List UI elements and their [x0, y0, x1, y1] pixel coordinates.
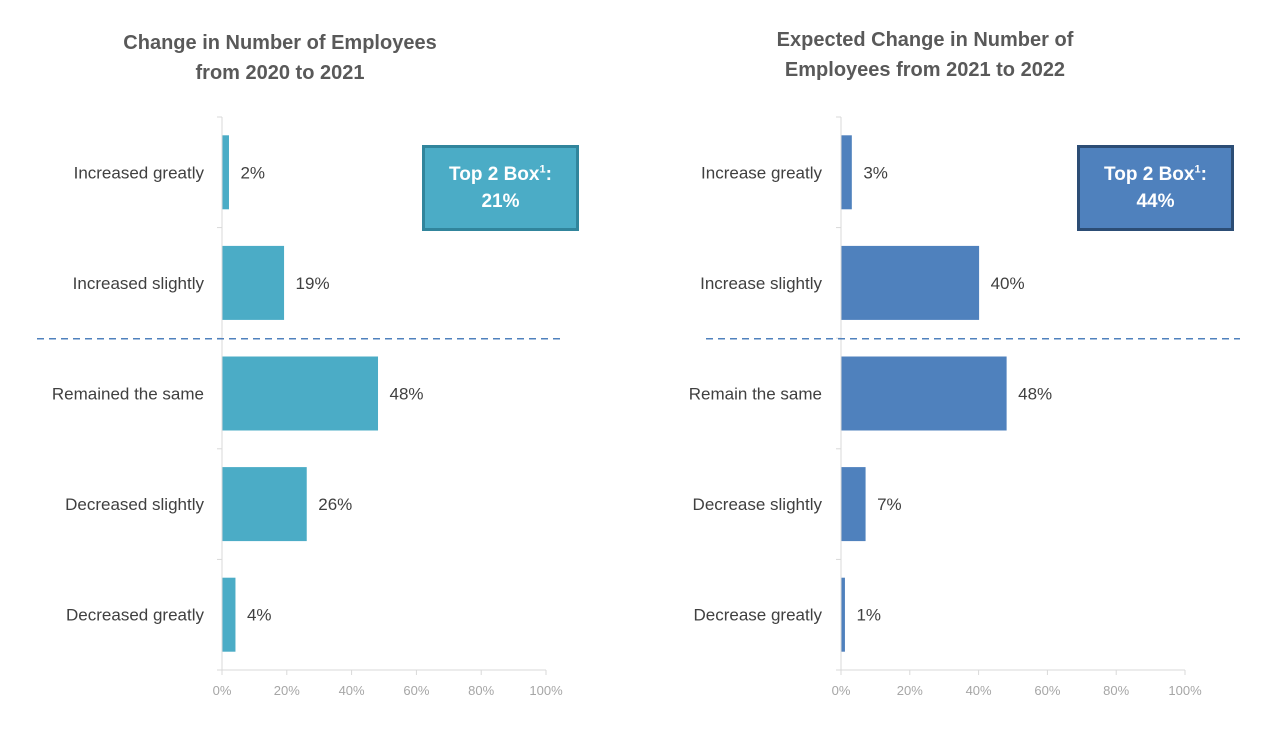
bar-right-1 [841, 135, 852, 210]
value-label-right-1: 3% [863, 163, 888, 182]
x-tick-label-right: 20% [897, 683, 923, 698]
value-label-left-1: 2% [240, 163, 265, 182]
callout-right-footnote: 1 [1194, 163, 1201, 176]
chart-title-left-line2: from 2020 to 2021 [195, 62, 365, 84]
chart-title-left-line1: Change in Number of Employees [123, 32, 437, 54]
bar-left-5 [222, 577, 236, 652]
x-tick-label-right: 80% [1103, 683, 1129, 698]
bar-left-2 [222, 245, 285, 320]
top-2-box-callout-right: Top 2 Box1: 44% [1077, 145, 1234, 231]
category-label-right-2: Increase slightly [700, 274, 822, 293]
value-label-left-2: 19% [296, 274, 330, 293]
x-tick-label-right: 100% [1168, 683, 1202, 698]
value-label-right-2: 40% [991, 274, 1025, 293]
category-label-right-4: Decrease slightly [693, 495, 823, 514]
callout-left-label-line: Top 2 Box1: [425, 161, 576, 188]
x-tick-label-right: 40% [966, 683, 992, 698]
callout-left-label: Top 2 Box [449, 164, 540, 185]
callout-right-suffix: : [1200, 164, 1207, 185]
category-label-left-5: Decreased greatly [66, 606, 204, 625]
chart-title-left: Change in Number of Employees from 2020 … [80, 28, 480, 88]
chart-title-right-line2: Employees from 2021 to 2022 [784, 59, 1066, 81]
category-label-right-1: Increase greatly [701, 163, 822, 182]
callout-right-value: 44% [1136, 191, 1175, 212]
category-label-left-2: Increased slightly [73, 274, 205, 293]
bar-right-3 [841, 356, 1007, 431]
category-label-right-3: Remain the same [689, 385, 822, 404]
x-tick-label-right: 60% [1034, 683, 1060, 698]
x-tick-label-left: 100% [529, 683, 563, 698]
x-tick-label-left: 0% [213, 683, 232, 698]
bar-right-2 [841, 245, 980, 320]
value-label-right-5: 1% [856, 606, 881, 625]
x-tick-label-left: 40% [339, 683, 365, 698]
bar-left-3 [222, 356, 379, 431]
value-label-left-3: 48% [390, 385, 424, 404]
category-label-left-4: Decreased slightly [65, 495, 204, 514]
bar-left-1 [222, 135, 229, 210]
x-tick-label-left: 60% [403, 683, 429, 698]
callout-left-footnote: 1 [539, 163, 546, 176]
callout-left-value: 21% [481, 191, 520, 212]
top-2-box-callout-left: Top 2 Box1: 21% [422, 145, 579, 231]
category-label-left-3: Remained the same [52, 385, 204, 404]
callout-right-label-line: Top 2 Box1: [1080, 161, 1231, 188]
x-tick-label-left: 20% [274, 683, 300, 698]
category-label-left-1: Increased greatly [74, 163, 205, 182]
value-label-left-4: 26% [318, 495, 352, 514]
x-tick-label-left: 80% [468, 683, 494, 698]
value-label-right-4: 7% [877, 495, 902, 514]
callout-right-label: Top 2 Box [1104, 164, 1195, 185]
value-label-right-3: 48% [1018, 385, 1052, 404]
x-tick-label-right: 0% [832, 683, 851, 698]
chart-title-right: Expected Change in Number of Employees f… [725, 25, 1125, 85]
callout-left-suffix: : [545, 164, 552, 185]
category-label-right-5: Decrease greatly [693, 606, 822, 625]
chart-title-right-line1: Expected Change in Number of [776, 29, 1074, 51]
bar-left-4 [222, 467, 307, 542]
bar-right-5 [841, 577, 845, 652]
value-label-left-5: 4% [247, 606, 272, 625]
bar-right-4 [841, 467, 866, 542]
